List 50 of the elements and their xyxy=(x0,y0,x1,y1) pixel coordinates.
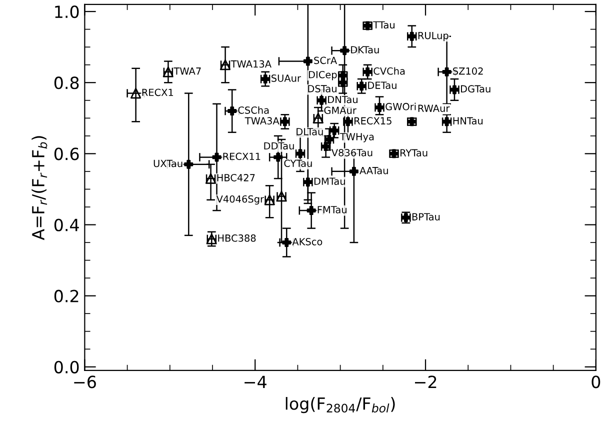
annotation: DNTau xyxy=(328,96,358,104)
annotation: AATau xyxy=(360,167,388,174)
y-tick-label: 0.8 xyxy=(54,76,79,90)
annotation: AKSco xyxy=(292,238,322,246)
y-tick-label: 1.0 xyxy=(55,5,79,18)
annotation: HNTau xyxy=(453,117,483,125)
annotation: HBC427 xyxy=(217,174,255,182)
x-tick-label: −4 xyxy=(244,376,266,388)
annotation: V836Tau xyxy=(331,148,372,156)
annotation: RECX11 xyxy=(223,152,260,160)
annotation: DDTau xyxy=(264,142,294,150)
x-axis-title: log(F$_{2804}$/F$_{bol}$) xyxy=(286,396,395,414)
annotation: RULup xyxy=(418,32,448,42)
y-axis-title: A=F$_{r}$/(F$_{r}$+F$_{b}$) xyxy=(32,136,48,240)
annotation: DKTau xyxy=(351,46,379,54)
annotation: BPTau xyxy=(412,213,440,220)
annotation: CYTau xyxy=(284,160,312,167)
annotation: RYTau xyxy=(400,149,428,156)
annotation: SCrA xyxy=(314,56,338,64)
annotation: GMAur xyxy=(324,106,356,114)
y-tick-label: 0.4 xyxy=(54,218,79,232)
x-tick-label: 0 xyxy=(592,376,600,388)
annotation: SUAur xyxy=(272,74,301,82)
annotation: DLTau xyxy=(296,128,323,136)
annotation: FMTau xyxy=(318,206,346,214)
annotation: DSTau xyxy=(308,85,336,92)
annotation: TWHya xyxy=(340,133,374,142)
annotation: RECX1 xyxy=(142,88,174,96)
annotation: RWAur xyxy=(418,104,450,112)
y-tick-label: 0.6 xyxy=(54,148,79,160)
y-tick-label: 0.0 xyxy=(54,360,79,374)
annotation: RECX15 xyxy=(354,117,392,125)
annotation: DMTau xyxy=(314,178,345,185)
annotation: DGTau xyxy=(460,85,490,93)
annotation: CVCha xyxy=(374,67,405,75)
annotation: DETau xyxy=(368,82,396,89)
annotation: TWA13A xyxy=(230,60,272,68)
y-tick-label: 0.2 xyxy=(54,290,78,302)
annotation: CSCha xyxy=(238,106,269,114)
annotation: HBC388 xyxy=(218,234,256,242)
annotation: SZ102 xyxy=(453,67,483,75)
x-tick-label: −2 xyxy=(414,376,436,388)
annotation: TTau xyxy=(373,21,394,29)
annotation: TWA7 xyxy=(174,68,201,75)
annotation: V4046Sgr xyxy=(216,195,264,205)
annotation: DICep xyxy=(308,70,337,80)
annotation: GWOri xyxy=(386,102,416,110)
annotation: TWA3A xyxy=(244,117,280,125)
x-tick-label: −6 xyxy=(74,376,96,388)
annotation: UXTau xyxy=(154,160,182,168)
